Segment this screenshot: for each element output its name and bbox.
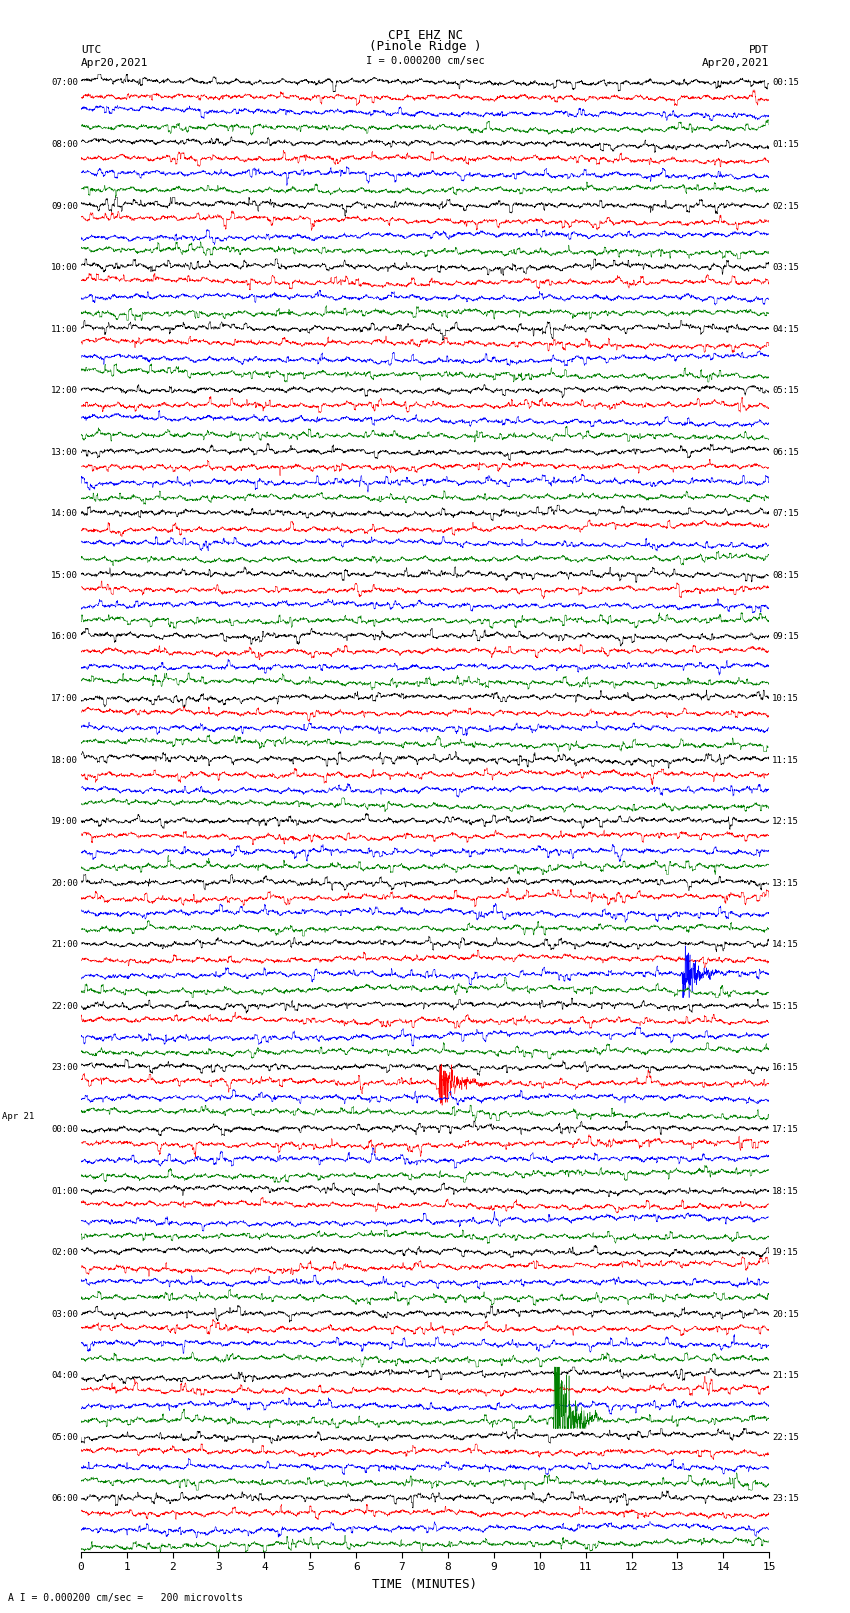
Text: UTC: UTC: [81, 45, 101, 55]
Text: I = 0.000200 cm/sec: I = 0.000200 cm/sec: [366, 56, 484, 66]
Text: PDT: PDT: [749, 45, 769, 55]
Text: (Pinole Ridge ): (Pinole Ridge ): [369, 40, 481, 53]
Text: Apr20,2021: Apr20,2021: [81, 58, 148, 68]
Text: Apr20,2021: Apr20,2021: [702, 58, 769, 68]
Text: CPI EHZ NC: CPI EHZ NC: [388, 29, 462, 42]
Text: Apr 21: Apr 21: [2, 1111, 34, 1121]
X-axis label: TIME (MINUTES): TIME (MINUTES): [372, 1578, 478, 1590]
Text: A I = 0.000200 cm/sec =   200 microvolts: A I = 0.000200 cm/sec = 200 microvolts: [8, 1594, 243, 1603]
